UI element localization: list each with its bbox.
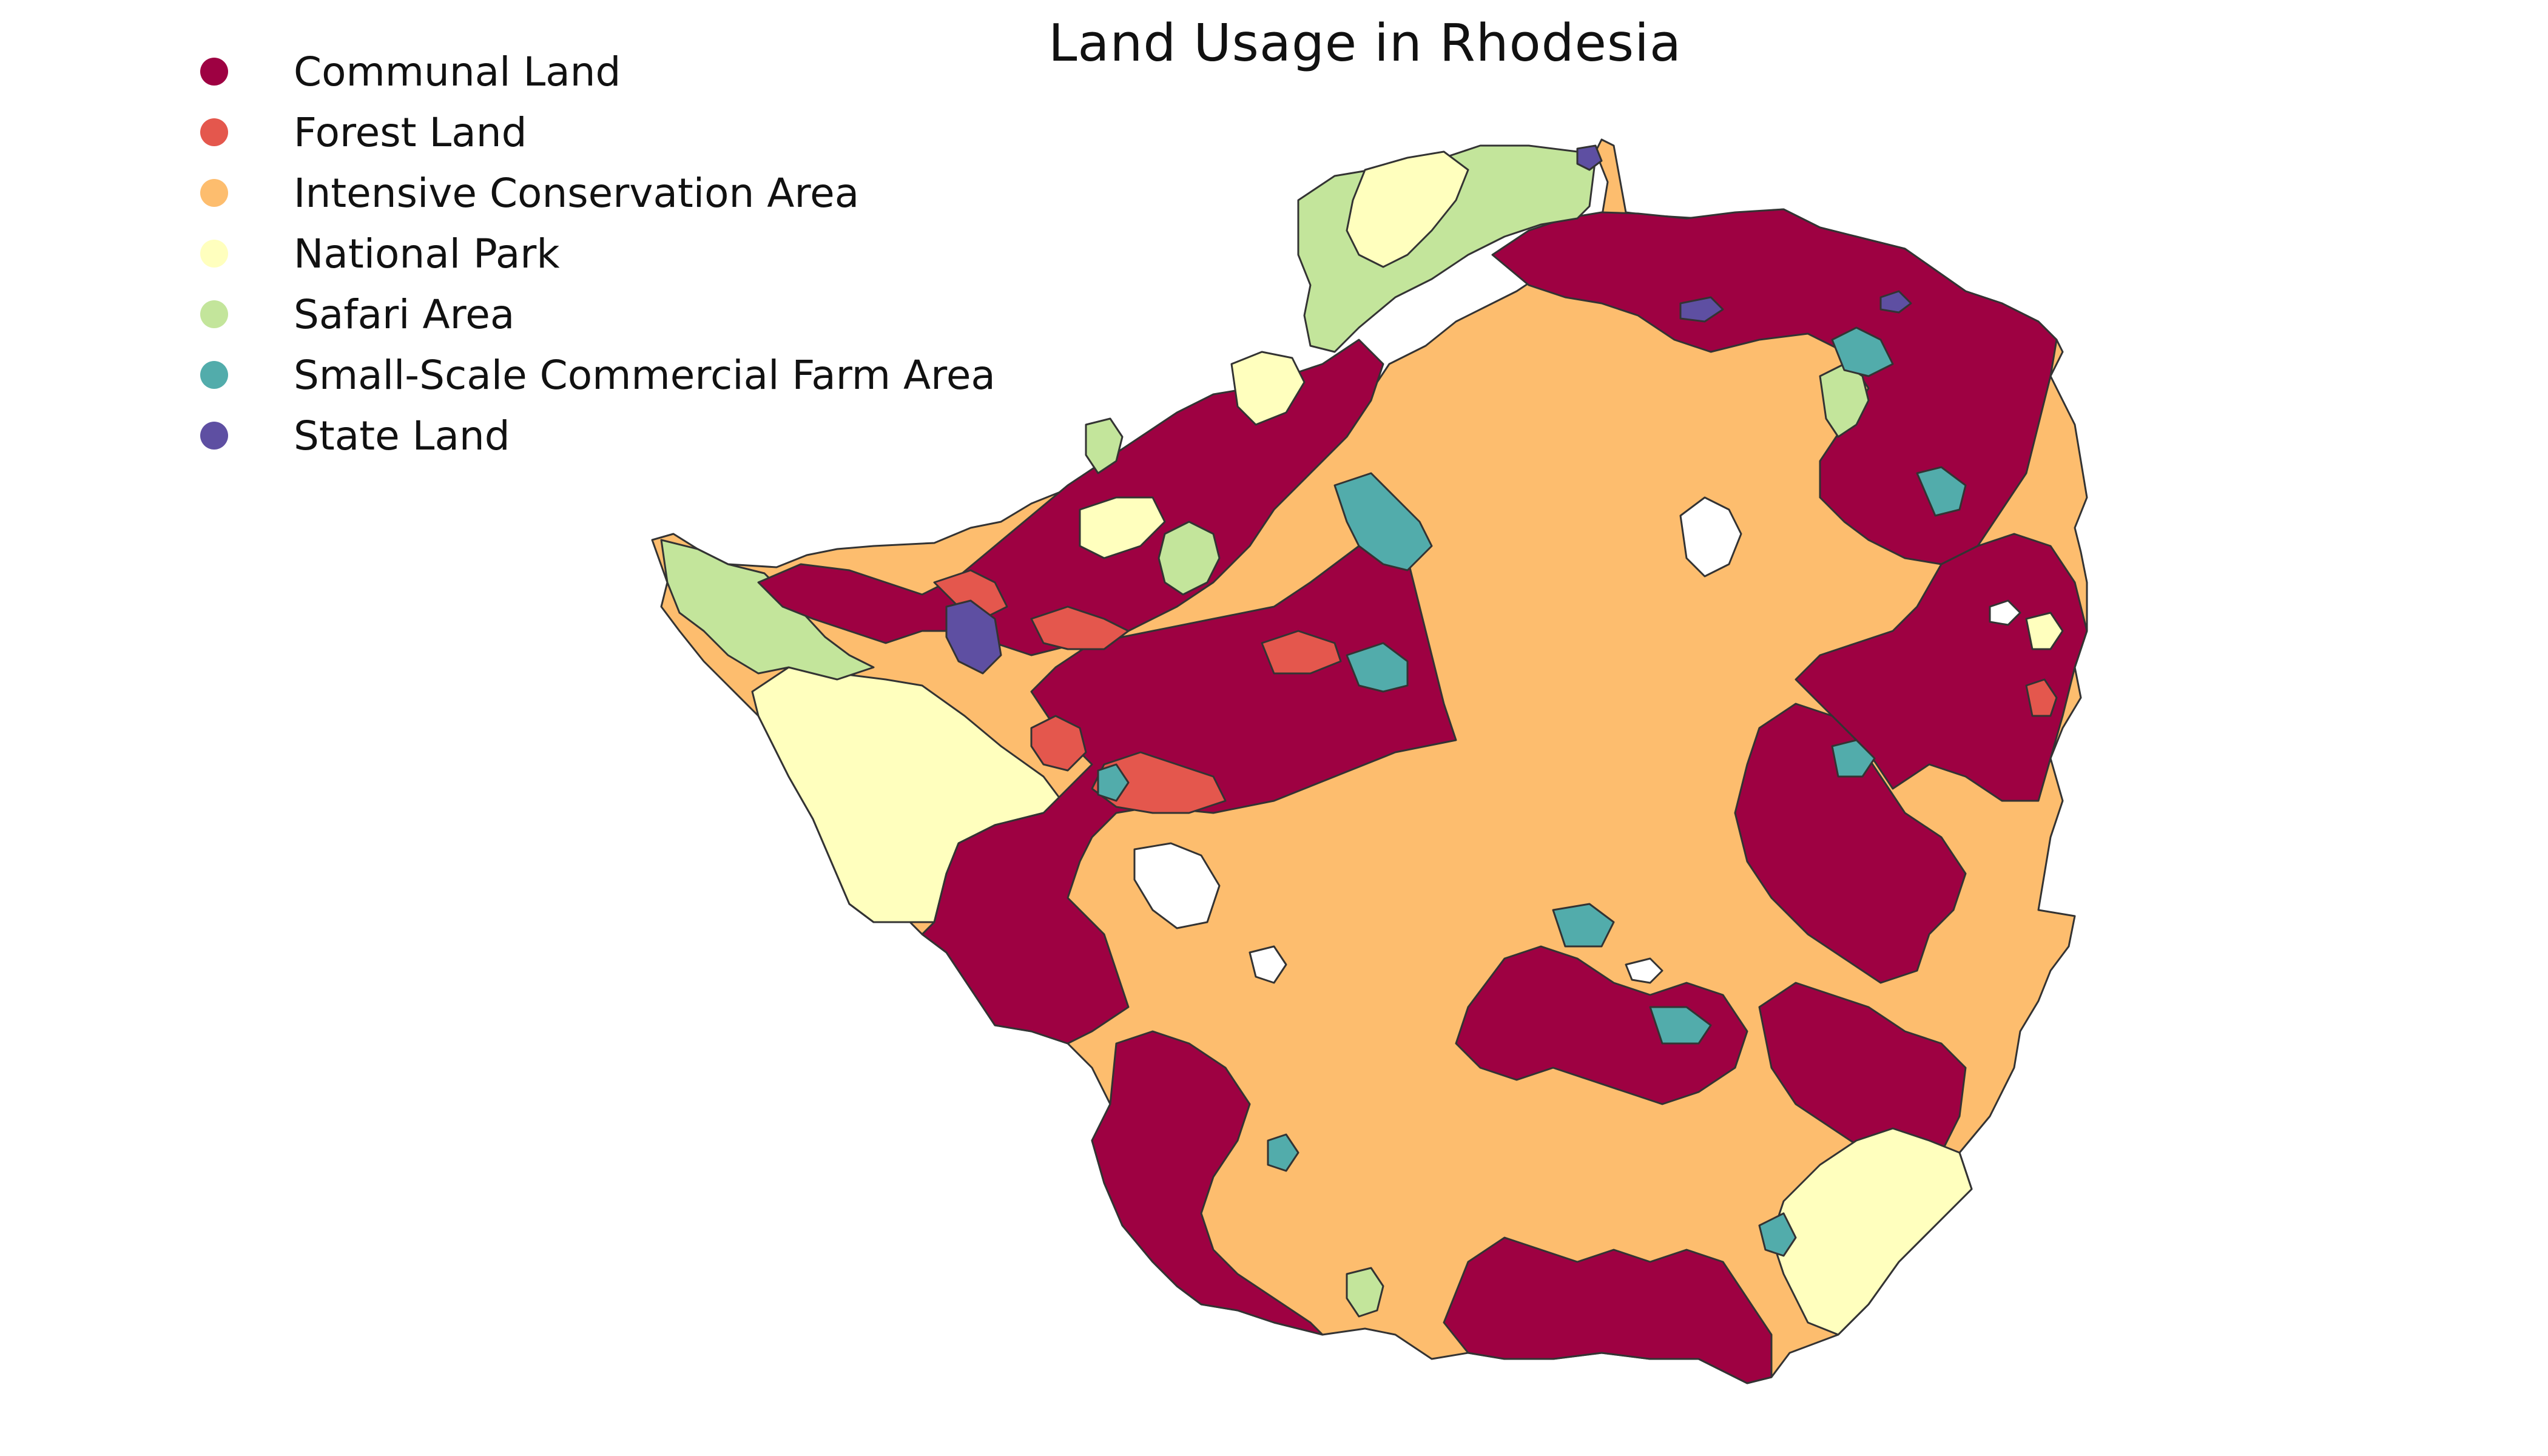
region-communal-north — [1491, 208, 2058, 565]
legend-item-communal-land: Communal Land — [200, 41, 996, 102]
region-nodata-harare — [1679, 496, 1742, 578]
region-sscfa-southwest — [1267, 1133, 1299, 1172]
legend-item-safari-area: Safari Area — [200, 284, 996, 345]
legend-item-state-land: State Land — [200, 405, 996, 466]
region-forest-east — [2025, 678, 2058, 717]
legend-marker-national-park — [200, 240, 228, 268]
region-sscfa-central — [1346, 642, 1409, 693]
legend-label-state-land: State Land — [294, 412, 510, 459]
region-national-park-northwest — [1230, 351, 1306, 426]
legend-label-forest-land: Forest Land — [294, 109, 527, 156]
region-sscfa-south-3 — [1758, 1212, 1797, 1257]
region-sscfa-north-central — [1333, 472, 1433, 571]
region-nodata-east — [1989, 599, 2021, 626]
legend-label-communal-land: Communal Land — [294, 48, 621, 95]
region-nodata-south — [1625, 957, 1663, 984]
region-sscfa-west — [1097, 763, 1130, 802]
region-national-park-southeast — [1770, 1127, 1973, 1336]
region-state-land-northeast — [1879, 290, 1912, 314]
region-forest-west-3 — [1091, 751, 1227, 814]
legend-label-safari-area: Safari Area — [294, 291, 515, 338]
legend: Communal Land Forest Land Intensive Cons… — [200, 41, 996, 466]
region-forest-west-2 — [1030, 605, 1130, 650]
legend-label-small-scale-commercial-farm-area: Small-Scale Commercial Farm Area — [294, 351, 996, 399]
region-communal-far-south — [1443, 1236, 1773, 1384]
legend-marker-intensive-conservation-area — [200, 179, 228, 207]
legend-item-national-park: National Park — [200, 223, 996, 284]
region-communal-east — [1795, 533, 2088, 802]
map-title: Land Usage in Rhodesia — [1048, 13, 1682, 73]
region-sscfa-north — [1831, 326, 1894, 377]
region-sscfa-east-2 — [1831, 739, 1876, 778]
region-nodata-bulawayo — [1133, 842, 1221, 929]
region-national-park-west — [1079, 496, 1166, 559]
region-communal-southeast — [1758, 982, 1967, 1166]
legend-item-forest-land: Forest Land — [200, 102, 996, 163]
region-communal-south-central — [1455, 945, 1748, 1105]
region-safari-west — [660, 539, 875, 681]
legend-label-intensive-conservation-area: Intensive Conservation Area — [294, 169, 860, 217]
legend-marker-communal-land — [200, 58, 228, 86]
region-safari-west-2 — [1085, 417, 1124, 474]
legend-item-small-scale-commercial-farm-area: Small-Scale Commercial Farm Area — [200, 345, 996, 405]
region-communal-south — [1091, 1030, 1324, 1336]
region-forest-central — [1261, 630, 1342, 675]
region-nodata-central — [1249, 945, 1287, 984]
legend-marker-small-scale-commercial-farm-area — [200, 361, 228, 389]
region-safari-south — [1346, 1267, 1384, 1318]
region-sscfa-south-1 — [1649, 1006, 1712, 1045]
region-sscfa-east-1 — [1916, 466, 1967, 517]
region-state-land-north — [1679, 296, 1724, 323]
region-national-park-east — [2025, 612, 2064, 650]
legend-marker-safari-area — [200, 300, 228, 328]
legend-item-intensive-conservation-area: Intensive Conservation Area — [200, 163, 996, 223]
legend-marker-state-land — [200, 422, 228, 450]
region-safari-central — [1158, 521, 1221, 596]
region-forest-west-4 — [1030, 715, 1087, 772]
region-sscfa-south-2 — [1552, 903, 1615, 948]
legend-label-national-park: National Park — [294, 230, 560, 277]
region-national-park-north — [1346, 150, 1469, 268]
region-state-land-west — [945, 599, 1002, 675]
legend-marker-forest-land — [200, 118, 228, 146]
region-state-land-top — [1576, 144, 1603, 171]
